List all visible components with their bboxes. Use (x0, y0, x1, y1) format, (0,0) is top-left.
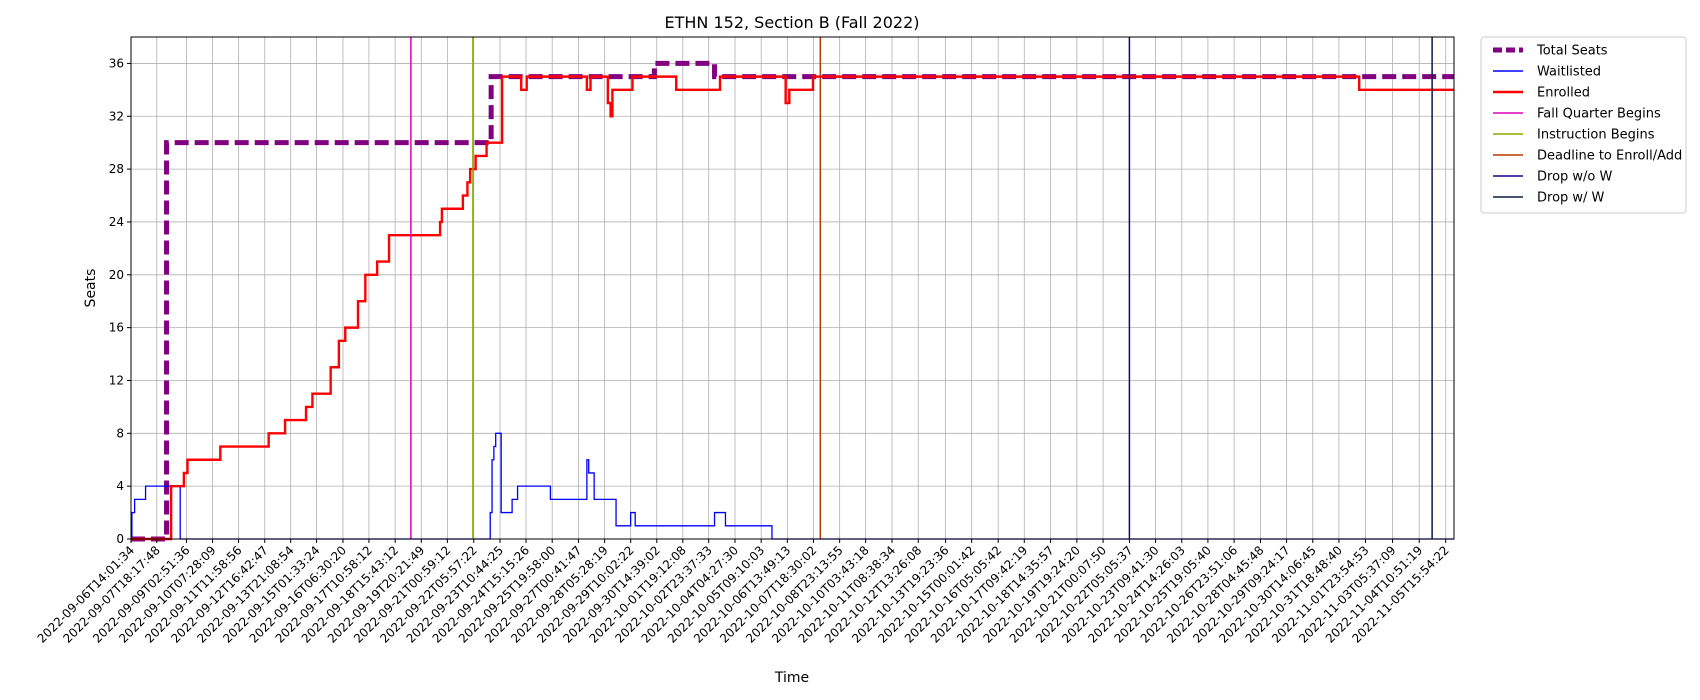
y-axis-ticks: 0 4 8 12 16 20 24 28 32 36 (109, 56, 131, 546)
x-axis-title: Time (774, 670, 809, 686)
y-tick-label: 32 (109, 109, 124, 123)
y-tick-label: 4 (116, 479, 124, 493)
legend-label: Deadline to Enroll/Add (1537, 149, 1682, 164)
series-line-waitlisted (131, 432, 1454, 540)
y-tick-label: 0 (116, 532, 124, 546)
y-tick-label: 20 (109, 268, 124, 282)
chart-title: ETHN 152, Section B (Fall 2022) (665, 13, 920, 32)
legend-label: Enrolled (1537, 86, 1590, 101)
legend-label: Drop w/o W (1537, 170, 1613, 185)
y-tick-label: 8 (116, 426, 124, 440)
legend-label: Waitlisted (1537, 65, 1601, 80)
series-line-enrolled (131, 75, 1454, 541)
legend-label: Drop w/ W (1537, 191, 1605, 206)
series-layer (131, 60, 1454, 542)
y-tick-label: 12 (109, 373, 124, 387)
y-axis-title: Seats (83, 269, 99, 308)
y-tick-label: 24 (109, 215, 124, 229)
y-tick-label: 16 (109, 321, 124, 335)
legend: Total Seats Waitlisted Enrolled Fall Quarte… (1480, 36, 1687, 214)
legend-label: Total Seats (1536, 44, 1608, 59)
y-tick-label: 28 (109, 162, 124, 176)
legend-box (1480, 36, 1687, 214)
plot-frame (130, 36, 1455, 540)
legend-label: Fall Quarter Begins (1537, 107, 1661, 122)
legend-label: Instruction Begins (1537, 128, 1655, 143)
y-tick-label: 36 (109, 56, 124, 70)
marker-layer (410, 37, 1433, 539)
